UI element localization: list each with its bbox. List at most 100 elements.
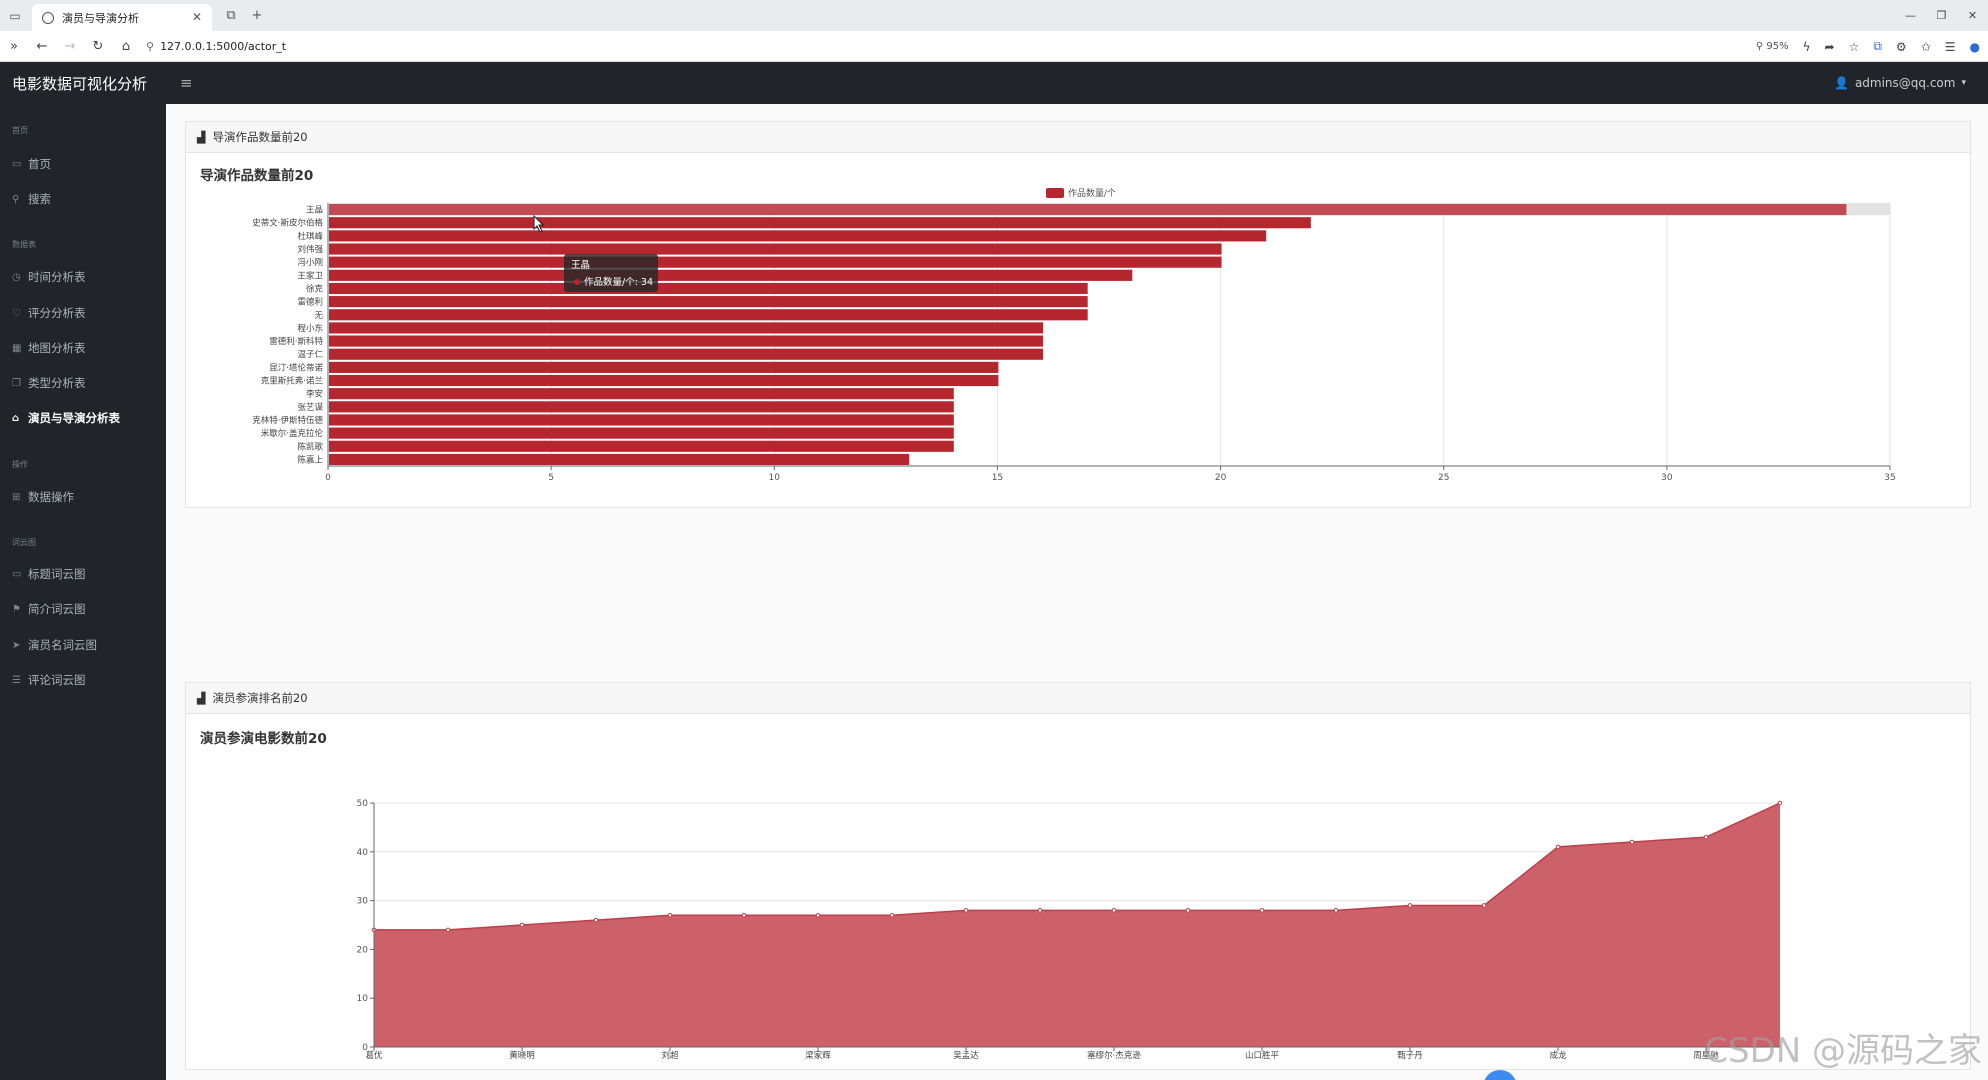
bar (329, 401, 954, 413)
x-tick-label: 黄晓明 (509, 1050, 535, 1061)
sidebar-item-actor-cloud[interactable]: ➤ 演员名词云图 (12, 637, 97, 653)
close-tab-icon[interactable]: ✕ (191, 10, 202, 24)
expand-icon[interactable]: » (10, 38, 18, 54)
floating-action-button[interactable] (1483, 1070, 1517, 1080)
bank-icon: ⌂ (12, 412, 20, 424)
tab-actions-icon[interactable]: ⧉ (226, 8, 236, 23)
sidebar-item-label: 搜索 (28, 192, 51, 206)
sidebar-heading-wordcloud: 词云图 (12, 538, 36, 547)
bar (329, 335, 1044, 347)
y-tick-label: 克林特·伊斯特伍德 (252, 415, 323, 426)
menu-icon[interactable]: ☰ (1944, 39, 1956, 54)
data-point (1703, 834, 1709, 840)
data-point (1259, 908, 1265, 913)
y-tick-label: 陈凯歌 (297, 441, 323, 452)
sidebar-item-type[interactable]: ❐ 类型分析表 (12, 375, 86, 391)
user-email: admins@qq.com (1854, 76, 1956, 90)
y-tick-label: 无 (314, 311, 323, 321)
y-tick-label: 王晶 (306, 206, 323, 216)
bar (329, 269, 1133, 281)
bar (329, 414, 954, 426)
y-tick-label: 40 (357, 848, 369, 858)
area-fill (374, 803, 1780, 1047)
sidebar-item-data-ops[interactable]: ⊞ 数据操作 (12, 489, 74, 505)
flag-icon: ⚑ (12, 603, 21, 615)
browser-toolbar: ⚲ 95% ϟ ➦ ☆ ⧉ ⚙ ✩ ☰ ● (1756, 31, 1980, 62)
sidebar-item-label: 数据操作 (28, 490, 74, 504)
sidebar-item-label: 时间分析表 (28, 270, 86, 284)
y-tick-label: 昆汀·塔伦蒂诺 (269, 362, 323, 373)
y-tick-label: 王家卫 (297, 270, 323, 281)
sidebar-item-time[interactable]: ◷ 时间分析表 (12, 269, 86, 285)
tooltip-name: 王晶 (571, 260, 590, 271)
extensions-icon[interactable]: ⚙ (1895, 39, 1907, 54)
bar (329, 256, 1222, 268)
forward-icon[interactable]: → (64, 38, 76, 54)
close-window-icon[interactable]: ✕ (1967, 9, 1978, 22)
sidebar-item-label: 演员名词云图 (28, 638, 97, 652)
series-line (374, 802, 1781, 931)
y-tick-label: 10 (357, 994, 369, 1004)
lightning-icon[interactable]: ϟ (1802, 39, 1811, 54)
x-tick-label: 20 (1215, 473, 1227, 483)
tooltip-marker (574, 279, 580, 285)
restore-icon[interactable]: ❐ (1936, 9, 1947, 22)
card-header-title: 导演作品数量前20 (212, 130, 308, 144)
new-tab-icon[interactable]: + (251, 8, 263, 23)
zoom-level: 95% (1766, 41, 1789, 52)
data-point (1037, 908, 1043, 913)
cursor-icon (533, 214, 545, 233)
actor-area-chart[interactable]: 0 10 20 30 40 50 葛优 黄晓明 刘超 梁家辉 吴孟达 塞缪尔·杰克逊 山口胜平 甄子丹 成龙… (186, 715, 1970, 1070)
x-tick-label: 成龙 (1549, 1050, 1567, 1061)
brand-title[interactable]: 电影数据可视化分析 (12, 74, 148, 93)
chart-area-icon: ▟ (197, 130, 206, 144)
y-tick-label: 雷德利·斯科特 (269, 336, 323, 347)
browser-tab[interactable]: 演员与导演分析 ✕ (32, 4, 212, 31)
sidebar-item-comment-cloud[interactable]: ☰ 评论词云图 (12, 672, 86, 688)
data-point (1629, 839, 1635, 845)
x-tick-label: 15 (992, 473, 1003, 483)
url-field[interactable]: ⚲ 127.0.0.1:5000/actor_t (146, 40, 286, 53)
y-tick-label: 张艺谋 (297, 402, 323, 413)
window-controls: — ❐ ✕ (1895, 0, 1988, 31)
caret-down-icon: ▾ (1961, 78, 1966, 88)
y-tick-label: 30 (357, 897, 369, 907)
user-menu[interactable]: 👤 admins@qq.com ▾ (1834, 62, 1966, 104)
home-icon[interactable]: ⌂ (121, 38, 131, 54)
sidebar-item-intro-cloud[interactable]: ⚑ 简介词云图 (12, 601, 86, 617)
card-header: ▟ 演员参演排名前20 (186, 683, 1970, 714)
sidebar-item-actor-director[interactable]: ⌂ 演员与导演分析表 (12, 410, 120, 426)
x-tick-label: 塞缪尔·杰克逊 (1087, 1050, 1141, 1061)
sidebar-item-home[interactable]: ▭ 首页 (12, 156, 51, 172)
hamburger-icon[interactable]: ≡ (180, 74, 193, 92)
sidebar-item-map[interactable]: ▦ 地图分析表 (12, 340, 86, 356)
bar (329, 217, 1311, 229)
y-tick-label: 温子仁 (297, 349, 323, 360)
grid-icon: ▦ (12, 342, 22, 354)
y-tick-label: 陈嘉上 (297, 454, 323, 465)
sidebar-item-search[interactable]: ⚲ 搜索 (12, 191, 51, 207)
back-icon[interactable]: ← (36, 38, 48, 54)
x-tick-label: 梁家辉 (805, 1050, 831, 1061)
sidebar-item-rating[interactable]: ♡ 评分分析表 (12, 305, 86, 321)
director-card: ▟ 导演作品数量前20 导演作品数量前20 作品数量/个 0 5 10 15 20 25 30… (185, 121, 1971, 508)
translate-icon[interactable]: ⧉ (1873, 39, 1882, 53)
sidebar-toggle-icon[interactable]: ▭ (9, 8, 21, 23)
data-point (889, 912, 895, 918)
bar (329, 374, 999, 387)
director-bar-chart[interactable]: 作品数量/个0 5 10 15 20 25 30 35王晶史蒂文·斯皮尔伯格杜琪峰刘伟强冯小刚… (186, 154, 1970, 508)
bar (329, 204, 1847, 216)
address-bar: » ← → ↻ ⌂ ⚲ 127.0.0.1:5000/actor_t ⚲ 95%… (0, 31, 1988, 62)
zoom-indicator[interactable]: ⚲ 95% (1755, 41, 1789, 52)
star-icon[interactable]: ☆ (1848, 39, 1860, 54)
data-point (519, 922, 525, 928)
profile-icon[interactable]: ● (1969, 39, 1980, 54)
share-icon[interactable]: ➦ (1824, 39, 1835, 54)
reload-icon[interactable]: ↻ (92, 38, 104, 54)
sidebar-item-title-cloud[interactable]: ▭ 标题词云图 (12, 566, 86, 582)
monitor-icon: ▭ (12, 158, 22, 170)
minimize-icon[interactable]: — (1905, 9, 1916, 22)
chart-area-icon: ▟ (197, 691, 206, 705)
favorites-icon[interactable]: ✩ (1920, 39, 1931, 54)
bar (329, 388, 954, 400)
